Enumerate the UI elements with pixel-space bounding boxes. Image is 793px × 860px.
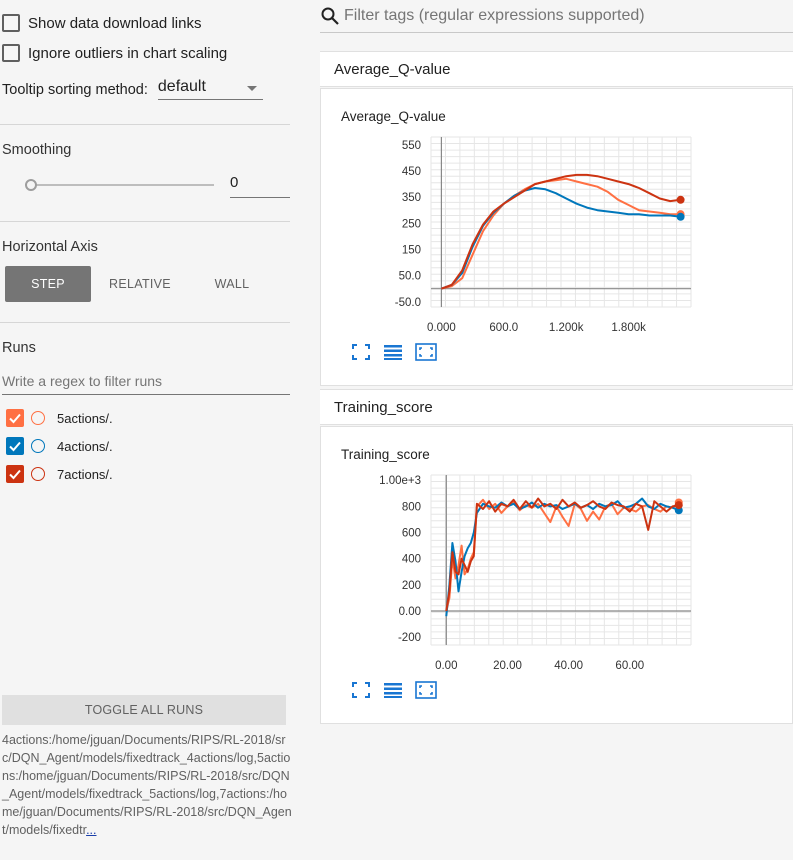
card-header-training-score[interactable]: Training_score <box>320 389 793 425</box>
fit-domain-icon[interactable] <box>351 681 371 699</box>
smoothing-slider-track[interactable] <box>30 184 214 186</box>
run-color-circle <box>31 439 45 453</box>
fit-domain-icon[interactable] <box>351 343 371 361</box>
divider <box>0 322 290 323</box>
y-tick-label: 450 <box>402 166 421 178</box>
x-tick-label: 40.00 <box>554 660 583 672</box>
series-end-point <box>676 195 685 204</box>
runs-title: Runs <box>2 340 36 356</box>
chart-training-score[interactable]: -200 0.00 200 400 600 800 1.00e+3 0.00 20.00 40.0… <box>361 467 701 677</box>
chart-title: Average_Q-value <box>341 109 446 124</box>
dropdown-arrow-icon <box>246 86 257 91</box>
run-checkbox[interactable] <box>6 409 24 427</box>
run-label: 4actions/. <box>57 438 113 454</box>
run-paths-expand-link[interactable]: ... <box>86 823 97 837</box>
run-paths-value: 4actions:/home/jguan/Documents/RIPS/RL-2… <box>2 733 292 837</box>
run-item-4actions[interactable]: 4actions/. <box>6 437 113 455</box>
sidebar: Show data download links Ignore outliers… <box>0 0 296 860</box>
run-checkbox[interactable] <box>6 465 24 483</box>
grid <box>430 136 692 308</box>
chart-average-q-value[interactable]: -50.0 50.0 150 250 350 450 550 0.000 600.0 1.200k… <box>361 129 701 339</box>
horizontal-axis-title: Horizontal Axis <box>2 239 98 255</box>
series-line-5actions[interactable] <box>441 177 681 290</box>
tooltip-sorting-value: default <box>157 78 206 95</box>
y-tick-label: 150 <box>402 244 421 256</box>
ignore-outliers-label: Ignore outliers in chart scaling <box>28 44 228 62</box>
run-label: 5actions/. <box>57 410 113 426</box>
expand-icon[interactable] <box>415 681 437 699</box>
data-table-icon[interactable] <box>383 681 403 699</box>
y-tick-label: 550 <box>402 140 421 152</box>
x-tick-label: 60.00 <box>615 660 644 672</box>
tooltip-sorting-select[interactable]: default <box>157 78 263 100</box>
y-tick-label: -50.0 <box>395 297 421 309</box>
y-tick-label: 200 <box>402 580 421 592</box>
tooltip-sorting-label: Tooltip sorting method: <box>2 82 148 98</box>
y-tick-label: 350 <box>402 192 421 204</box>
run-color-circle <box>31 467 45 481</box>
y-tick-label: 600 <box>402 528 421 540</box>
y-tick-label: 0.00 <box>399 606 421 618</box>
y-tick-label: -200 <box>398 632 421 644</box>
y-tick-label: 50.0 <box>399 271 421 283</box>
smoothing-input[interactable]: 0 <box>230 174 290 198</box>
run-item-5actions[interactable]: 5actions/. <box>6 409 113 427</box>
check-icon <box>9 469 21 480</box>
card-header-average-q-value[interactable]: Average_Q-value <box>320 51 793 87</box>
divider <box>0 221 290 222</box>
chart-toolbar <box>351 681 437 699</box>
y-tick-label: 400 <box>402 554 421 566</box>
tooltip-sorting-row: Tooltip sorting method: default <box>2 78 263 100</box>
axis-step-button[interactable]: STEP <box>5 266 91 302</box>
run-checkbox[interactable] <box>6 437 24 455</box>
check-icon <box>9 441 21 452</box>
axis-relative-button[interactable]: RELATIVE <box>109 277 171 291</box>
check-icon <box>9 413 21 424</box>
show-download-links-label: Show data download links <box>28 14 202 32</box>
y-tick-label: 1.00e+3 <box>379 475 421 487</box>
series-line-7actions[interactable] <box>445 497 680 612</box>
divider <box>0 124 290 125</box>
run-label: 7actions/. <box>57 466 113 482</box>
expand-icon[interactable] <box>415 343 437 361</box>
run-color-circle <box>31 411 45 425</box>
smoothing-slider-knob[interactable] <box>25 179 37 191</box>
chart-toolbar <box>351 343 437 361</box>
toggle-all-runs-button[interactable]: TOGGLE ALL RUNS <box>2 695 286 725</box>
checkbox-box[interactable] <box>2 44 20 62</box>
data-table-icon[interactable] <box>383 343 403 361</box>
y-tick-label: 800 <box>402 501 421 513</box>
filter-tags-input[interactable]: Filter tags (regular expressions support… <box>320 6 793 33</box>
grid <box>430 474 692 646</box>
card-training-score: Training_score -200 0.00 200 400 600 800 1.00e… <box>320 426 793 724</box>
axis-wall-button[interactable]: WALL <box>214 277 250 291</box>
run-item-7actions[interactable]: 7actions/. <box>6 465 113 483</box>
series-end-point <box>676 212 685 221</box>
x-tick-label: 1.200k <box>549 322 584 334</box>
checkbox-box[interactable] <box>2 14 20 32</box>
runs-filter-input[interactable]: Write a regex to filter runs <box>2 373 290 395</box>
x-tick-label: 600.0 <box>489 322 518 334</box>
x-tick-label: 1.800k <box>611 322 646 334</box>
filter-tags-placeholder: Filter tags (regular expressions support… <box>344 7 645 24</box>
x-tick-label: 0.00 <box>435 660 457 672</box>
series-end-point <box>674 501 683 510</box>
x-tick-label: 0.000 <box>427 322 456 334</box>
series-line-7actions[interactable] <box>441 173 681 290</box>
smoothing-title: Smoothing <box>2 142 72 158</box>
y-tick-label: 250 <box>402 218 421 230</box>
x-tick-label: 20.00 <box>493 660 522 672</box>
run-paths-text: 4actions:/home/jguan/Documents/RIPS/RL-2… <box>2 731 292 839</box>
search-icon <box>321 7 339 25</box>
show-download-links-checkbox[interactable]: Show data download links <box>2 14 201 32</box>
ignore-outliers-checkbox[interactable]: Ignore outliers in chart scaling <box>2 44 227 62</box>
card-average-q-value: Average_Q-value -50.0 50.0 150 250 350 450 550… <box>320 88 793 386</box>
chart-title: Training_score <box>341 447 430 462</box>
